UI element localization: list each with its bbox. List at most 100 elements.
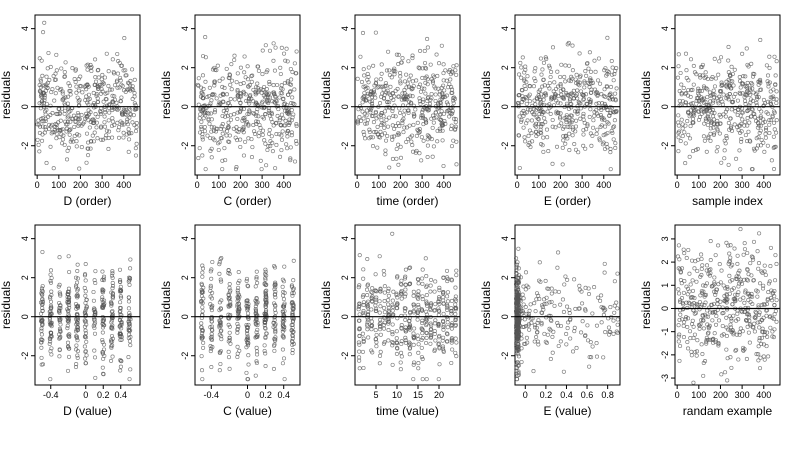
data-point xyxy=(210,290,215,295)
data-point xyxy=(212,108,218,113)
data-point xyxy=(421,97,426,102)
data-point xyxy=(581,132,586,137)
data-point xyxy=(394,336,399,341)
data-point xyxy=(729,316,734,321)
data-point xyxy=(424,377,429,382)
data-point xyxy=(516,348,521,353)
data-point xyxy=(273,292,278,297)
data-point xyxy=(379,110,384,116)
data-point xyxy=(535,320,540,325)
data-point xyxy=(756,120,761,125)
data-point xyxy=(748,300,753,305)
data-point xyxy=(120,120,125,125)
data-point xyxy=(67,269,72,275)
data-point xyxy=(370,286,375,291)
data-point xyxy=(224,110,229,115)
data-point xyxy=(289,133,294,138)
data-point xyxy=(263,326,268,331)
data-point xyxy=(282,101,287,106)
data-point xyxy=(450,111,455,116)
data-point xyxy=(433,98,438,104)
data-point xyxy=(737,123,742,128)
data-point xyxy=(734,156,739,161)
data-point xyxy=(255,280,260,285)
data-point xyxy=(374,344,379,349)
data-point xyxy=(83,293,88,298)
y-tick-label: 2 xyxy=(660,65,670,70)
data-point xyxy=(402,108,407,113)
x-tick-label: 100 xyxy=(691,180,706,190)
data-point xyxy=(432,331,437,337)
data-point xyxy=(705,331,710,336)
data-point xyxy=(719,160,724,165)
data-point xyxy=(573,77,578,82)
data-point xyxy=(746,291,751,296)
data-point xyxy=(53,77,58,82)
x-tick-label: 300 xyxy=(415,180,430,190)
data-point xyxy=(404,125,409,130)
data-point xyxy=(65,326,70,331)
data-point xyxy=(453,322,458,327)
data-point xyxy=(380,84,385,89)
data-point xyxy=(726,58,731,63)
data-point xyxy=(559,121,564,126)
data-point xyxy=(745,62,750,67)
data-point xyxy=(357,253,362,258)
data-point xyxy=(433,92,438,97)
data-point xyxy=(84,111,89,116)
data-point xyxy=(757,325,762,330)
data-point xyxy=(688,295,693,300)
data-point xyxy=(585,338,591,343)
data-point xyxy=(365,93,370,98)
data-point xyxy=(254,121,259,126)
data-point xyxy=(245,340,250,345)
data-point xyxy=(692,332,697,337)
data-point xyxy=(579,330,584,335)
data-point xyxy=(567,63,572,68)
data-point xyxy=(62,142,67,147)
data-point xyxy=(83,361,89,366)
data-point xyxy=(110,354,115,359)
data-point xyxy=(222,85,227,91)
data-point xyxy=(219,255,224,261)
data-point xyxy=(703,70,708,75)
data-point xyxy=(376,84,381,89)
data-point xyxy=(262,90,267,95)
y-axis-label: residuals xyxy=(639,71,653,119)
data-point xyxy=(227,335,232,340)
data-point xyxy=(574,118,579,123)
data-point xyxy=(247,109,252,114)
data-point xyxy=(519,359,524,365)
data-point xyxy=(82,324,88,329)
data-point xyxy=(39,340,44,345)
data-point xyxy=(553,125,558,130)
data-point xyxy=(441,62,446,67)
data-point xyxy=(127,327,132,332)
data-point xyxy=(60,91,65,96)
data-point xyxy=(697,307,702,312)
data-point xyxy=(37,83,42,88)
data-point xyxy=(570,68,575,73)
data-point xyxy=(271,123,276,128)
data-point xyxy=(418,48,423,53)
data-point xyxy=(368,108,373,113)
data-point xyxy=(391,113,396,118)
data-point xyxy=(262,272,268,277)
data-point xyxy=(715,301,720,307)
data-point xyxy=(597,136,602,141)
x-tick-label: 100 xyxy=(531,180,546,190)
data-point xyxy=(528,144,533,150)
data-point xyxy=(126,355,131,360)
data-point xyxy=(537,296,542,302)
data-point xyxy=(375,85,380,90)
data-point xyxy=(245,308,250,313)
data-point xyxy=(49,330,54,335)
data-point xyxy=(703,74,709,79)
data-point xyxy=(57,128,63,133)
data-point xyxy=(76,76,81,82)
data-point xyxy=(564,304,570,309)
data-point xyxy=(199,354,204,359)
data-point xyxy=(532,69,537,74)
data-point xyxy=(280,293,286,298)
data-point xyxy=(74,280,80,285)
